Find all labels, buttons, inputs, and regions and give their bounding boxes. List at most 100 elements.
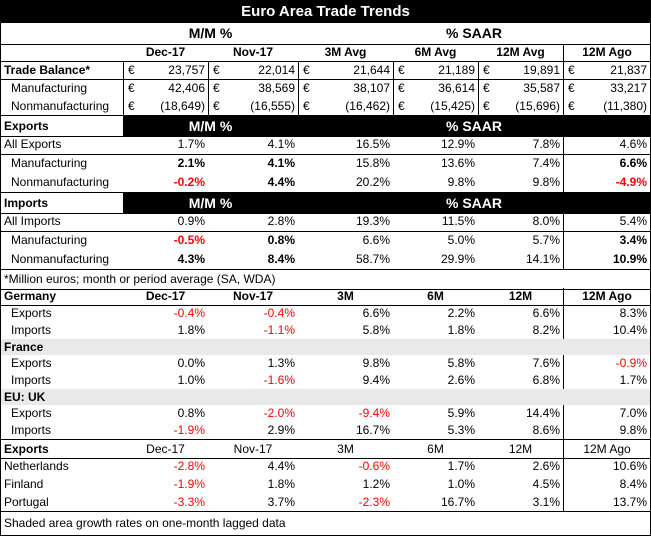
table-title: Euro Area Trade Trends <box>1 1 650 23</box>
exports2-header: Exports Dec-17 Nov-17 3M 6M 12M 12M Ago <box>1 439 650 459</box>
value-cell: 8.0% <box>532 214 560 228</box>
country-row: Imports 1.8% -1.1% 5.8% 1.8% 8.2% 10.4% <box>1 322 650 340</box>
value-cell: € (16,555) <box>208 97 298 115</box>
value-text: 33,217 <box>610 81 647 95</box>
value-cell: 8.4% <box>563 475 650 493</box>
euro-symbol: € <box>483 99 490 113</box>
column-header-row: Dec-17 Nov-17 3M Avg 6M Avg 12M Avg 12M Ago <box>1 44 650 62</box>
value-cell: 14.4% <box>525 406 560 420</box>
row-label: Finland <box>4 477 44 491</box>
value-cell: 16.5% <box>355 137 390 151</box>
value-cell: 1.8% <box>447 323 475 337</box>
euro-symbol: € <box>128 99 135 113</box>
value-cell: 10.4% <box>563 322 650 339</box>
value-cell: €23,757 <box>123 61 208 79</box>
euro-symbol: € <box>303 99 310 113</box>
imports-row-2: Nonmanufacturing 4.3% 8.4% 58.7% 29.9% 14.1% 1… <box>1 250 650 269</box>
euro-symbol: € <box>398 81 405 95</box>
col-header-2: 3M <box>337 442 354 456</box>
value-cell: 3.7% <box>267 495 295 509</box>
country-row: Imports -1.9% 2.9% 16.7% 5.3% 8.6% 9.8% <box>1 422 650 440</box>
value-cell: 1.0% <box>447 477 475 491</box>
value-text: 38,569 <box>258 81 295 95</box>
value-cell: 6.6% <box>532 306 560 320</box>
exports-row-1: Manufacturing 2.1% 4.1% 15.8% 13.6% 7.4% 6.6% <box>1 154 650 173</box>
value-text: 22,014 <box>258 63 295 77</box>
row-label: Imports <box>11 373 52 387</box>
euro-symbol: € <box>398 99 405 113</box>
value-cell: 0.9% <box>177 214 205 228</box>
country-name-row: EU: UK <box>1 389 650 405</box>
euro-symbol: € <box>568 81 575 95</box>
value-cell: 20.2% <box>355 175 390 189</box>
value-cell: 15.8% <box>355 156 390 170</box>
exports2-row-2: Portugal -3.3% 3.7% -2.3% 16.7% 3.1% 13.7% <box>1 493 650 512</box>
exports-title: Exports <box>4 119 49 133</box>
value-cell: 8.2% <box>532 323 560 337</box>
col-header-4: 12M <box>508 442 533 456</box>
value-cell: €42,406 <box>123 79 208 97</box>
exports-header: Exports M/M %% SAAR <box>1 115 650 137</box>
value-cell: 8.6% <box>532 423 560 437</box>
value-cell: 1.7% <box>177 137 205 151</box>
row-label: Nonmanufacturing <box>11 99 110 113</box>
row-label: Manufacturing <box>11 81 88 95</box>
value-cell: 4.1% <box>267 137 295 151</box>
row-label: Portugal <box>4 495 49 509</box>
value-cell: € (18,649) <box>123 97 208 115</box>
mm-header-dark: M/M % <box>123 193 298 213</box>
value-cell: 2.1% <box>177 156 205 170</box>
exports2-row-0: Netherlands -2.8% 4.4% -0.6% 1.7% 2.6% 10.6% <box>1 457 650 475</box>
mm-saar-header: M/M % % SAAR <box>1 23 650 45</box>
euro-symbol: € <box>398 63 405 77</box>
value-cell: 3.1% <box>532 495 560 509</box>
value-cell: 5.3% <box>447 423 475 437</box>
col-header-3: 6M <box>427 289 444 303</box>
value-cell: 5.9% <box>447 406 475 420</box>
value-cell: € (15,425) <box>393 97 478 115</box>
value-cell: 0.0% <box>177 356 205 370</box>
row-label: Manufacturing <box>11 156 88 170</box>
value-cell: 8.3% <box>563 305 650 322</box>
value-cell: 5.8% <box>447 356 475 370</box>
value-cell: 1.2% <box>362 477 390 491</box>
value-cell: -9.4% <box>358 406 390 420</box>
value-cell: 4.3% <box>177 252 205 266</box>
value-text: (15,696) <box>515 99 560 113</box>
exports-row-2: Nonmanufacturing -0.2% 4.4% 20.2% 9.8% 9.8% -4… <box>1 173 650 192</box>
value-cell: -2.3% <box>358 495 390 509</box>
country-name-germany: Germany <box>4 289 57 303</box>
euro-symbol: € <box>303 81 310 95</box>
value-cell: 7.6% <box>532 356 560 370</box>
value-cell: 6.6% <box>362 233 390 247</box>
imports-row-0: All Imports 0.9% 2.8% 19.3% 11.5% 8.0% 5.4% <box>1 212 650 232</box>
col-header-3: 6M Avg <box>414 45 457 59</box>
value-cell: €21,837 <box>563 61 650 79</box>
value-cell: €21,189 <box>393 61 478 79</box>
value-cell: 4.4% <box>267 175 295 189</box>
value-cell: -1.1% <box>263 323 295 337</box>
col-header-3: 6M <box>427 442 444 456</box>
value-cell: 1.8% <box>267 477 295 491</box>
value-cell: 29.9% <box>440 252 475 266</box>
col-header-1: Nov-17 <box>232 45 273 59</box>
value-cell: €33,217 <box>563 79 650 97</box>
value-cell: 4.1% <box>267 156 295 170</box>
value-text: 42,406 <box>168 81 205 95</box>
value-cell: 0.8% <box>267 233 295 247</box>
value-cell: €36,614 <box>393 79 478 97</box>
value-cell: 8.4% <box>267 252 295 266</box>
value-cell: 2.2% <box>447 306 475 320</box>
mm-header: M/M % <box>188 25 233 41</box>
imports-header: Imports M/M %% SAAR <box>1 192 650 214</box>
row-label: Nonmanufacturing <box>11 175 110 189</box>
col-header-1: Nov-17 <box>233 442 273 456</box>
value-cell: €22,014 <box>208 61 298 79</box>
value-cell: -1.9% <box>173 477 205 491</box>
euro-symbol: € <box>568 63 575 77</box>
value-text: 38,107 <box>353 81 390 95</box>
row-label: All Imports <box>4 214 61 228</box>
value-cell: -0.5% <box>173 233 205 247</box>
value-cell: -0.4% <box>173 306 205 320</box>
value-text: (11,380) <box>603 99 647 113</box>
